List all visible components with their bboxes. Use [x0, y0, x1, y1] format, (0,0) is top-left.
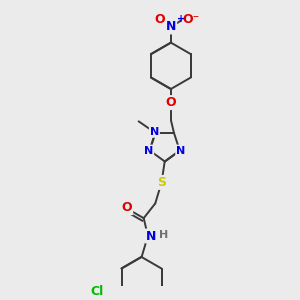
- Text: O: O: [166, 96, 176, 109]
- Text: N: N: [144, 146, 153, 155]
- Text: +: +: [177, 14, 185, 24]
- Text: N: N: [150, 127, 159, 137]
- Text: N: N: [146, 230, 156, 242]
- Text: O: O: [122, 201, 132, 214]
- Text: Cl: Cl: [91, 285, 104, 298]
- Text: S: S: [157, 176, 166, 189]
- Text: O: O: [154, 13, 165, 26]
- Text: N: N: [176, 146, 185, 155]
- Text: H: H: [160, 230, 169, 240]
- Text: O⁻: O⁻: [183, 13, 200, 26]
- Text: N: N: [166, 20, 176, 33]
